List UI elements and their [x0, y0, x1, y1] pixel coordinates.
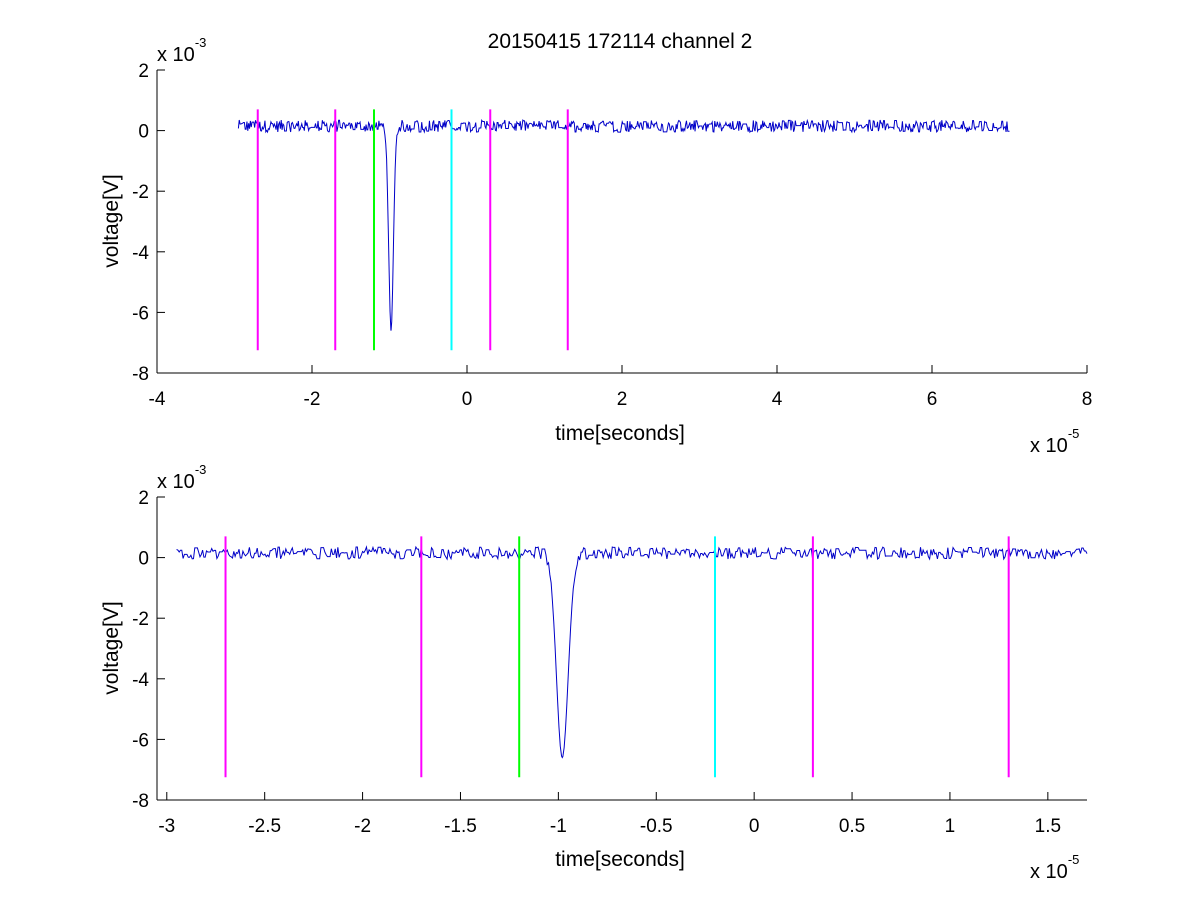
bottom-x-tick-label: -3 [158, 816, 175, 837]
top-x-tick-label: -4 [149, 389, 166, 410]
bottom-plot-area [176, 536, 1088, 778]
top-y-tick-label: -2 [132, 182, 149, 203]
bottom-x-tick-label: 1.5 [1035, 816, 1061, 837]
bottom-y-tick-label: -2 [132, 609, 149, 630]
bottom-ticks: 2 0 -2 -4 -6 -8 -3 -2.5 -2 -1.5 -1 -0.5 0 0.5 1 1.5 [132, 488, 1087, 837]
bottom-x-tick-label: -0.5 [640, 816, 673, 837]
bottom-y-tick-label: 2 [138, 488, 149, 509]
top-x-tick-label: 6 [927, 389, 938, 410]
top-plot-area [237, 109, 1010, 351]
top-signal-trace [237, 118, 1010, 331]
top-x-tick-label: 4 [772, 389, 783, 410]
bottom-y-tick-label: -6 [132, 730, 149, 751]
bottom-y-tick-label: 0 [138, 549, 149, 570]
bottom-signal-trace [176, 545, 1088, 759]
top-y-tick-label: -6 [132, 303, 149, 324]
bottom-x-tick-label: -1 [550, 816, 567, 837]
bottom-x-tick-label: -1.5 [444, 816, 477, 837]
bottom-subplot: 2 0 -2 -4 -6 -8 -3 -2.5 -2 -1.5 -1 -0.5 0 0.5 1 1.5 tim… [100, 462, 1088, 883]
bottom-y-multiplier: x 10-3 [157, 462, 206, 493]
top-x-tick-label: 2 [617, 389, 628, 410]
top-subplot: 20150415 172114 channel 2 20-2-4-6-8-4 -2… [100, 30, 1092, 457]
chart-title: 20150415 172114 channel 2 [488, 30, 753, 53]
top-y-tick-label: -8 [132, 364, 149, 385]
top-y-tick-label: -4 [132, 243, 149, 264]
bottom-x-tick-label: 0 [749, 816, 760, 837]
bottom-x-axis-label: time[seconds] [555, 848, 685, 871]
top-y-tick-label: 2 [138, 61, 149, 82]
top-x-tick-label: 0 [462, 389, 473, 410]
top-x-tick-label: 8 [1082, 389, 1093, 410]
bottom-x-tick-label: 1 [945, 816, 956, 837]
bottom-y-tick-label: -8 [132, 791, 149, 812]
top-y-multiplier: x 10-3 [157, 35, 206, 66]
top-x-multiplier: x 10-5 [1030, 426, 1079, 457]
top-ticks: 20-2-4-6-8-4 -2 0 2 4 6 8 [132, 61, 1092, 410]
bottom-x-tick-label: -2.5 [248, 816, 281, 837]
bottom-x-multiplier: x 10-5 [1030, 852, 1079, 883]
top-y-tick-label: 0 [138, 122, 149, 143]
top-y-axis-label: voltage[V] [100, 174, 123, 267]
bottom-y-axis-label: voltage[V] [100, 601, 123, 694]
bottom-x-tick-label: 0.5 [839, 816, 865, 837]
top-x-axis-label: time[seconds] [555, 422, 685, 445]
bottom-y-tick-label: -4 [132, 670, 149, 691]
top-x-tick-label: -2 [304, 389, 321, 410]
bottom-x-tick-label: -2 [354, 816, 371, 837]
